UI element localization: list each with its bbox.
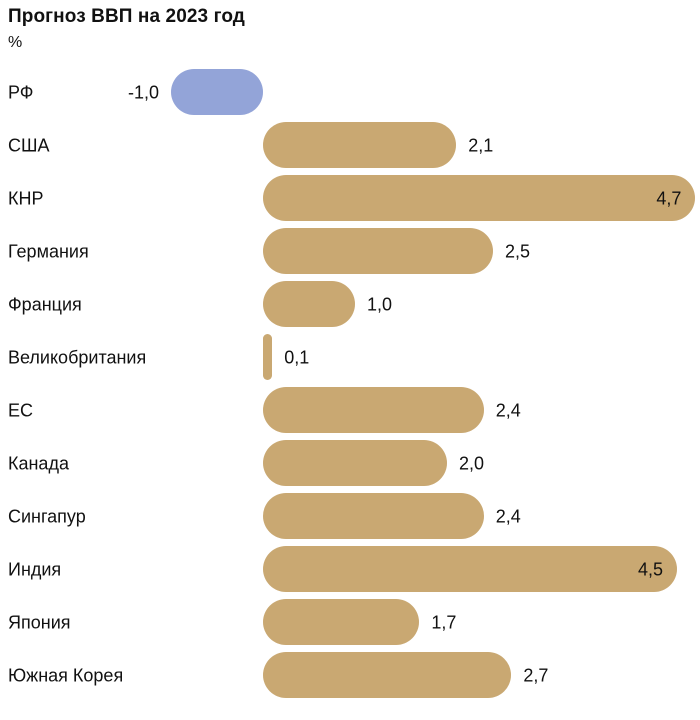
bar-row: Франция 1,0 (0, 278, 700, 331)
bar-row: США 2,1 (0, 119, 700, 172)
value-label: 2,7 (523, 665, 549, 685)
bar-row: Япония 1,7 (0, 596, 700, 649)
bar (263, 387, 484, 433)
bar (263, 652, 512, 698)
bar-row: Сингапур 2,4 (0, 490, 700, 543)
category-label: Великобритания (8, 347, 147, 367)
category-label: Канада (8, 453, 69, 473)
value-label: -1,0 (127, 82, 159, 102)
category-label: Япония (8, 612, 71, 632)
bar (263, 599, 420, 645)
category-label: Сингапур (8, 506, 86, 526)
bar (171, 69, 263, 115)
value-label: 2,4 (495, 400, 521, 420)
category-label: КНР (8, 188, 44, 208)
bar-row: Германия 2,5 (0, 225, 700, 278)
bar (263, 122, 457, 168)
bar (263, 546, 677, 592)
bars-area: РФ -1,0 США 2,1 КНР 4,7 Германия 2,5 Франция 1,0 В… (0, 66, 700, 702)
value-label: 0,1 (284, 347, 310, 367)
bar (263, 228, 493, 274)
bar (263, 493, 484, 539)
value-label: 2,1 (468, 135, 494, 155)
chart-unit-label: % (8, 34, 23, 51)
category-label: ЕС (8, 400, 34, 420)
bar (263, 175, 696, 221)
value-label: 2,0 (459, 453, 485, 473)
bar-row: Канада 2,0 (0, 437, 700, 490)
value-label: 2,5 (505, 241, 531, 261)
bar (263, 440, 447, 486)
bar (263, 281, 355, 327)
category-label: Франция (8, 294, 82, 314)
category-label: РФ (8, 82, 34, 102)
category-label: США (8, 135, 50, 155)
bar-row: Индия 4,5 (0, 543, 700, 596)
bar-row: КНР 4,7 (0, 172, 700, 225)
bar-row: Великобритания 0,1 (0, 331, 700, 384)
category-label: Германия (8, 241, 89, 261)
value-label: 1,7 (431, 612, 457, 632)
bar-row: Южная Корея 2,7 (0, 649, 700, 702)
value-label: 4,5 (637, 559, 663, 579)
chart-title: Прогноз ВВП на 2023 год (8, 6, 245, 27)
bar (263, 334, 273, 380)
value-label: 1,0 (367, 294, 393, 314)
category-label: Индия (8, 559, 62, 579)
bar-row: РФ -1,0 (0, 66, 700, 119)
value-label: 2,4 (495, 506, 521, 526)
value-label: 4,7 (656, 188, 682, 208)
bar-row: ЕС 2,4 (0, 384, 700, 437)
category-label: Южная Корея (8, 665, 124, 685)
